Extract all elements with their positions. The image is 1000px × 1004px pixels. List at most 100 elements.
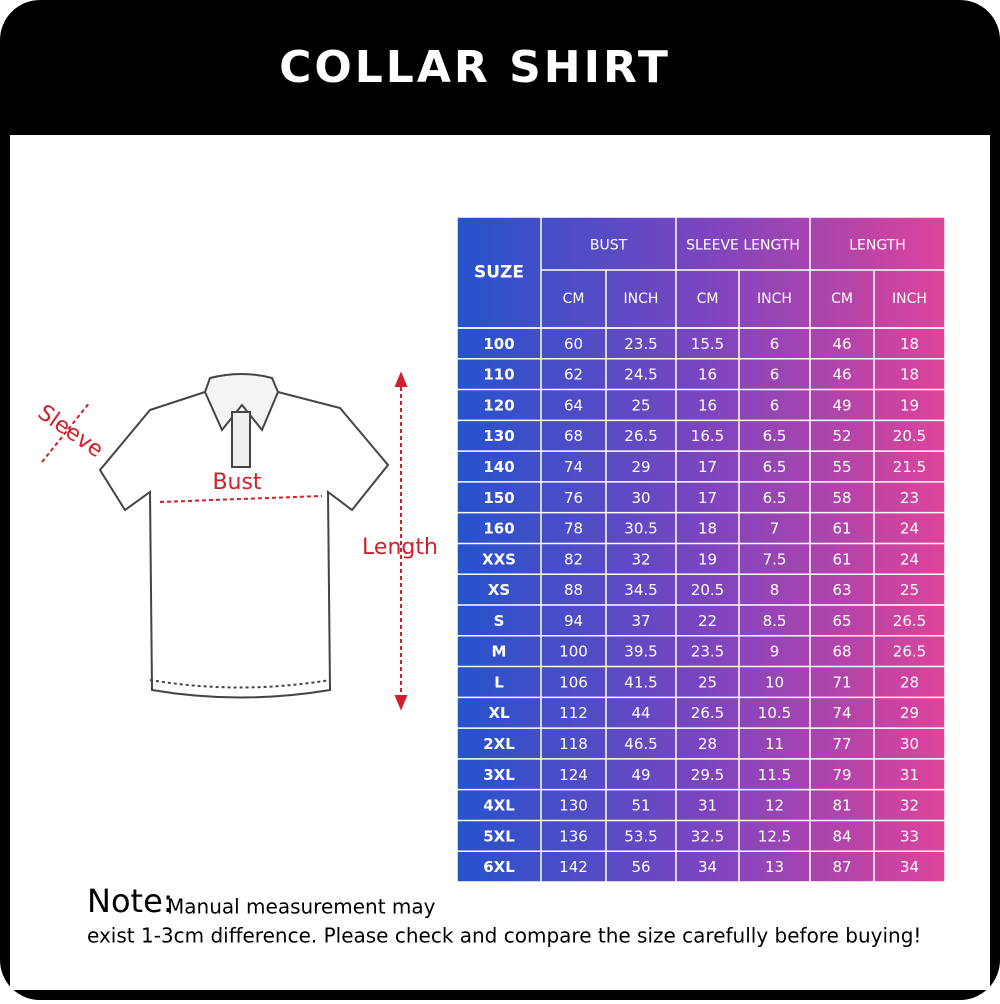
value-cell: 15.5 xyxy=(691,335,724,353)
value-cell: 12.5 xyxy=(758,827,791,845)
value-cell: 24 xyxy=(900,520,919,538)
value-cell: 55 xyxy=(832,458,851,476)
group-header: LENGTH xyxy=(849,238,906,254)
value-cell: 20.5 xyxy=(691,581,724,599)
value-cell: 6 xyxy=(770,366,780,384)
size-table: SUZE BUST SLEEVE LENGTH LENGTH CM INCH CM INCH C… xyxy=(456,216,946,883)
value-cell: 60 xyxy=(564,335,583,353)
size-cell: 6XL xyxy=(483,858,515,876)
size-cell: 5XL xyxy=(483,827,515,845)
value-cell: 29.5 xyxy=(691,766,724,784)
value-cell: 10 xyxy=(765,673,784,691)
unit-header: CM xyxy=(563,291,585,307)
value-cell: 23 xyxy=(900,489,919,507)
value-cell: 94 xyxy=(564,612,583,630)
value-cell: 37 xyxy=(631,612,650,630)
value-cell: 34 xyxy=(900,858,919,876)
measure-arrows xyxy=(41,371,408,711)
value-cell: 22 xyxy=(698,612,717,630)
value-cell: 68 xyxy=(564,427,583,445)
note-line: Manual measurement may xyxy=(167,895,436,919)
value-cell: 18 xyxy=(900,366,919,384)
value-cell: 79 xyxy=(832,766,851,784)
value-cell: 26.5 xyxy=(893,643,926,661)
value-cell: 26.5 xyxy=(893,612,926,630)
value-cell: 6.5 xyxy=(763,458,787,476)
value-cell: 74 xyxy=(832,704,851,722)
bust-label: Bust xyxy=(212,470,261,495)
value-cell: 71 xyxy=(832,673,851,691)
value-cell: 87 xyxy=(832,858,851,876)
unit-header: CM xyxy=(697,291,719,307)
unit-header: CM xyxy=(831,291,853,307)
value-cell: 34.5 xyxy=(624,581,657,599)
size-cell: XXS xyxy=(482,550,516,568)
value-cell: 16 xyxy=(698,366,717,384)
value-cell: 78 xyxy=(564,520,583,538)
value-cell: 49 xyxy=(631,766,650,784)
value-cell: 74 xyxy=(564,458,583,476)
value-cell: 6.5 xyxy=(763,427,787,445)
unit-header: INCH xyxy=(624,291,659,307)
value-cell: 26.5 xyxy=(624,427,657,445)
value-cell: 10.5 xyxy=(758,704,791,722)
value-cell: 8 xyxy=(770,581,780,599)
size-cell: 2XL xyxy=(483,735,515,753)
value-cell: 44 xyxy=(631,704,650,722)
note-line: exist 1-3cm difference. Please check and… xyxy=(87,924,921,948)
value-cell: 124 xyxy=(559,766,588,784)
value-cell: 46 xyxy=(832,366,851,384)
value-cell: 61 xyxy=(832,550,851,568)
value-cell: 84 xyxy=(832,827,851,845)
value-cell: 16.5 xyxy=(691,427,724,445)
value-cell: 62 xyxy=(564,366,583,384)
size-cell: 110 xyxy=(483,366,514,384)
value-cell: 136 xyxy=(559,827,588,845)
value-cell: 20.5 xyxy=(893,427,926,445)
value-cell: 23.5 xyxy=(691,643,724,661)
group-header: SLEEVE LENGTH xyxy=(686,238,800,254)
shirt xyxy=(98,373,390,699)
value-cell: 76 xyxy=(564,489,583,507)
value-cell: 30 xyxy=(631,489,650,507)
value-cell: 58 xyxy=(832,489,851,507)
value-cell: 13 xyxy=(765,858,784,876)
value-cell: 49 xyxy=(832,396,851,414)
value-cell: 11.5 xyxy=(758,766,791,784)
value-cell: 25 xyxy=(631,396,650,414)
size-cell: 150 xyxy=(483,489,514,507)
value-cell: 118 xyxy=(559,735,588,753)
value-cell: 112 xyxy=(559,704,588,722)
value-cell: 18 xyxy=(698,520,717,538)
value-cell: 23.5 xyxy=(624,335,657,353)
value-cell: 18 xyxy=(900,335,919,353)
value-cell: 6 xyxy=(770,335,780,353)
value-cell: 46 xyxy=(832,335,851,353)
value-cell: 12 xyxy=(765,797,784,815)
value-cell: 130 xyxy=(559,797,588,815)
size-cell: M xyxy=(492,643,507,661)
value-cell: 26.5 xyxy=(691,704,724,722)
value-cell: 63 xyxy=(832,581,851,599)
value-cell: 30 xyxy=(900,735,919,753)
value-cell: 46.5 xyxy=(624,735,657,753)
value-cell: 34 xyxy=(698,858,717,876)
value-cell: 65 xyxy=(832,612,851,630)
unit-header: INCH xyxy=(892,291,927,307)
value-cell: 6.5 xyxy=(763,489,787,507)
value-cell: 9 xyxy=(770,643,780,661)
value-cell: 64 xyxy=(564,396,583,414)
value-cell: 88 xyxy=(564,581,583,599)
unit-header: INCH xyxy=(757,291,792,307)
value-cell: 28 xyxy=(900,673,919,691)
value-cell: 32 xyxy=(900,797,919,815)
value-cell: 29 xyxy=(631,458,650,476)
group-header: BUST xyxy=(590,238,628,254)
value-cell: 19 xyxy=(900,396,919,414)
value-cell: 32.5 xyxy=(691,827,724,845)
value-cell: 21.5 xyxy=(893,458,926,476)
value-cell: 19 xyxy=(698,550,717,568)
size-cell: S xyxy=(494,612,505,630)
value-cell: 61 xyxy=(832,520,851,538)
